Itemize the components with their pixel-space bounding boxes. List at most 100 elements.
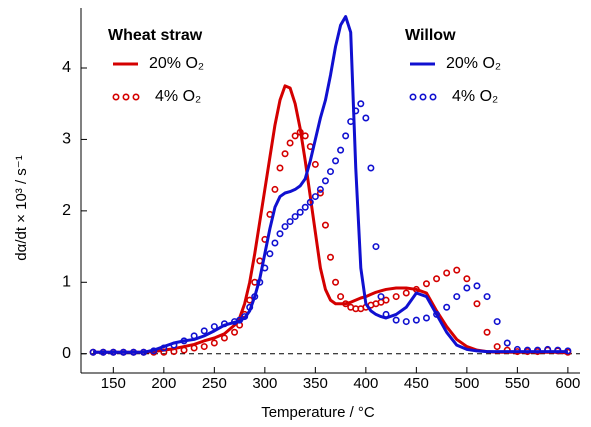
x-tick-label: 150 <box>101 375 126 392</box>
x-tick-label: 500 <box>454 375 479 392</box>
series-marker <box>296 128 304 136</box>
y-tick-label: 4 <box>62 59 71 76</box>
series-marker <box>367 164 375 172</box>
series-marker <box>332 157 340 165</box>
legend-label: 20% O₂ <box>149 55 204 72</box>
series-marker <box>311 160 319 168</box>
legend-swatch <box>112 93 120 101</box>
series-marker <box>261 264 269 272</box>
series-marker <box>210 339 218 347</box>
series-marker <box>433 275 441 283</box>
series-marker <box>433 310 441 318</box>
series-marker <box>453 266 461 274</box>
series-marker <box>200 327 208 335</box>
series-marker <box>281 150 289 158</box>
legend-swatch <box>409 93 417 101</box>
series-marker <box>276 230 284 238</box>
series-marker <box>493 343 501 351</box>
series-marker <box>453 293 461 301</box>
series-marker <box>342 300 350 308</box>
series-marker <box>544 345 552 353</box>
series-marker <box>326 168 334 176</box>
series-marker <box>473 300 481 308</box>
series-marker <box>170 348 178 356</box>
series-marker <box>503 339 511 347</box>
series-marker <box>130 348 138 356</box>
series-marker <box>382 310 390 318</box>
series-marker <box>180 346 188 354</box>
y-tick-label: 3 <box>62 131 71 148</box>
series-marker <box>493 318 501 326</box>
legend-swatch <box>122 93 130 101</box>
series-marker <box>463 284 471 292</box>
series-marker <box>554 346 562 354</box>
series-marker <box>402 318 410 326</box>
series-marker <box>412 316 420 324</box>
series-marker <box>180 337 188 345</box>
series-marker <box>246 303 254 311</box>
series-marker <box>523 346 531 354</box>
legend-swatch <box>419 93 427 101</box>
series-marker <box>337 293 345 301</box>
y-tick-label: 0 <box>62 345 71 362</box>
series-marker <box>422 280 430 288</box>
series-marker <box>337 146 345 154</box>
series-marker <box>160 344 168 352</box>
series-marker <box>392 293 400 301</box>
legend-swatch <box>132 93 140 101</box>
legend-label: 20% O₂ <box>446 55 501 72</box>
y-axis-label: dα/dt × 10³ / s⁻¹ <box>13 155 30 260</box>
series-marker <box>109 348 117 356</box>
series-marker <box>316 189 324 197</box>
series-marker <box>276 164 284 172</box>
legend-title: Wheat straw <box>108 27 203 44</box>
series-marker <box>301 203 309 211</box>
series-marker <box>296 208 304 216</box>
series-marker <box>342 132 350 140</box>
series-marker <box>564 347 572 355</box>
x-tick-label: 400 <box>353 375 378 392</box>
series-marker <box>236 316 244 324</box>
legend-title: Willow <box>405 27 456 44</box>
series-marker <box>316 185 324 193</box>
series-marker <box>119 348 127 356</box>
series-marker <box>140 348 148 356</box>
series-marker <box>372 243 380 251</box>
series-marker <box>220 320 228 328</box>
series-marker <box>443 303 451 311</box>
series-marker <box>321 177 329 185</box>
series-marker <box>200 343 208 351</box>
series-marker <box>402 289 410 297</box>
series-marker <box>534 346 542 354</box>
x-tick-label: 550 <box>505 375 530 392</box>
series-line <box>93 84 568 355</box>
series-marker <box>251 293 259 301</box>
series-marker <box>422 314 430 322</box>
series-marker <box>483 328 491 336</box>
series-marker <box>89 348 97 356</box>
series-marker <box>301 132 309 140</box>
series-marker <box>210 323 218 331</box>
series-marker <box>256 278 264 286</box>
series-marker <box>382 296 390 304</box>
series-marker <box>271 185 279 193</box>
series-marker <box>190 344 198 352</box>
series-marker <box>99 348 107 356</box>
series-marker <box>321 221 329 229</box>
x-tick-label: 300 <box>252 375 277 392</box>
legend-label: 4% O₂ <box>155 88 201 105</box>
series-marker <box>286 139 294 147</box>
series-marker <box>271 239 279 247</box>
series-marker <box>352 107 360 115</box>
series-marker <box>357 100 365 108</box>
series-marker <box>160 348 168 356</box>
series-marker <box>266 250 274 258</box>
x-tick-label: 350 <box>303 375 328 392</box>
series-marker <box>347 118 355 126</box>
series-marker <box>362 114 370 122</box>
series-marker <box>473 282 481 290</box>
series-line <box>93 15 568 354</box>
legend-label: 4% O₂ <box>452 88 498 105</box>
series-marker <box>291 213 299 221</box>
series-marker <box>291 132 299 140</box>
